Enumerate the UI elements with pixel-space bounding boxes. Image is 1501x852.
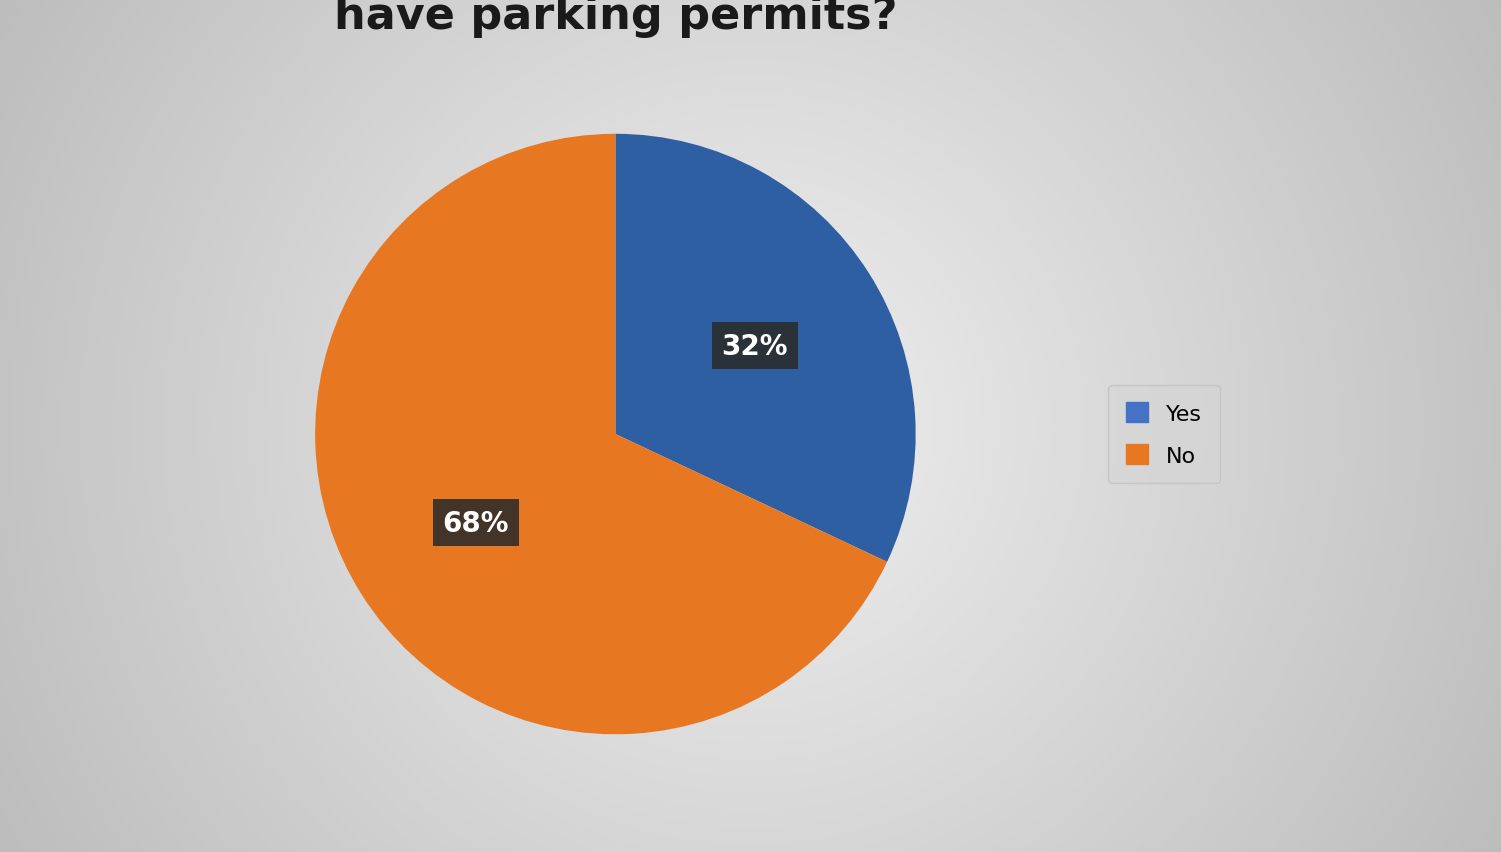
Legend: Yes, No: Yes, No bbox=[1108, 385, 1220, 484]
Text: 32%: 32% bbox=[722, 332, 788, 360]
Wedge shape bbox=[615, 135, 916, 562]
Title: What percentage of students
have parking permits?: What percentage of students have parking… bbox=[248, 0, 983, 38]
Text: 68%: 68% bbox=[443, 509, 509, 537]
Wedge shape bbox=[315, 135, 887, 734]
